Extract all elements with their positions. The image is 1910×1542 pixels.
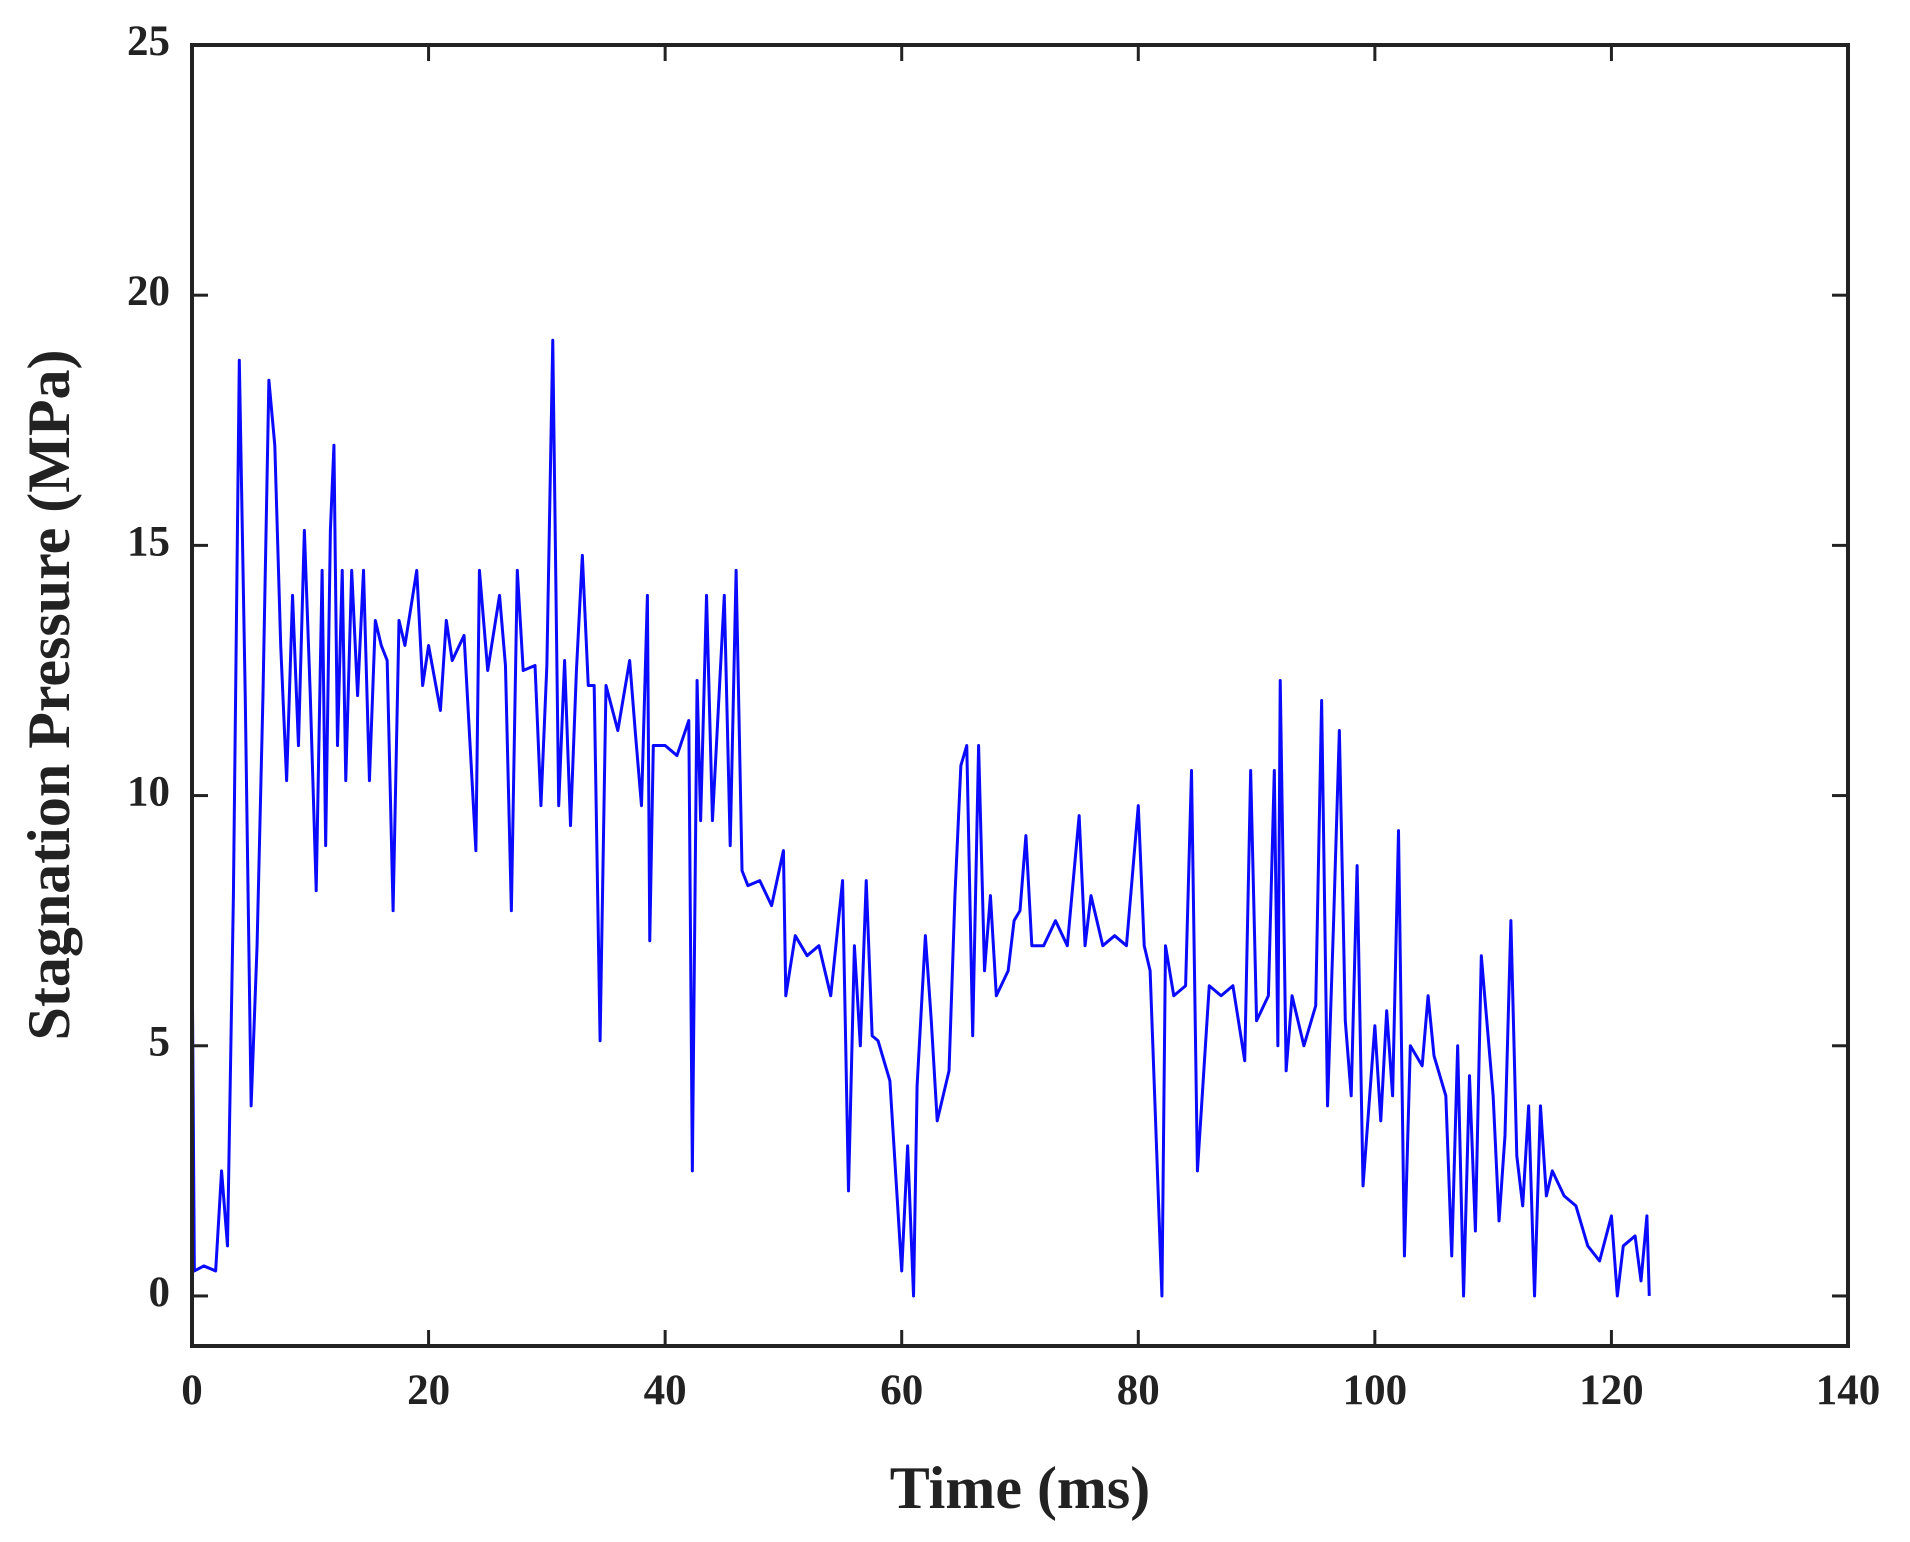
x-tick-label: 100 [1343,1367,1408,1414]
x-axis-label: Time (ms) [890,1455,1151,1521]
y-tick-label: 15 [127,518,170,565]
y-tick-label: 20 [127,268,170,315]
plot-frame [190,43,1850,1348]
x-tick-label: 80 [1117,1367,1160,1414]
x-tick-label: 120 [1579,1367,1644,1414]
data-line [190,338,1651,1298]
y-axis-label: Stagnation Pressure (MPa) [16,349,82,1040]
y-tick-label: 25 [127,18,170,65]
x-tick-label: 60 [880,1367,923,1414]
y-tick-label: 0 [149,1269,171,1316]
x-tick-label: 0 [181,1367,203,1414]
x-tick-label: 40 [644,1367,687,1414]
x-tick-label: 20 [407,1367,450,1414]
y-tick-label: 5 [149,1019,171,1066]
x-tick-label: 140 [1816,1367,1881,1414]
y-tick-label: 10 [127,768,170,815]
